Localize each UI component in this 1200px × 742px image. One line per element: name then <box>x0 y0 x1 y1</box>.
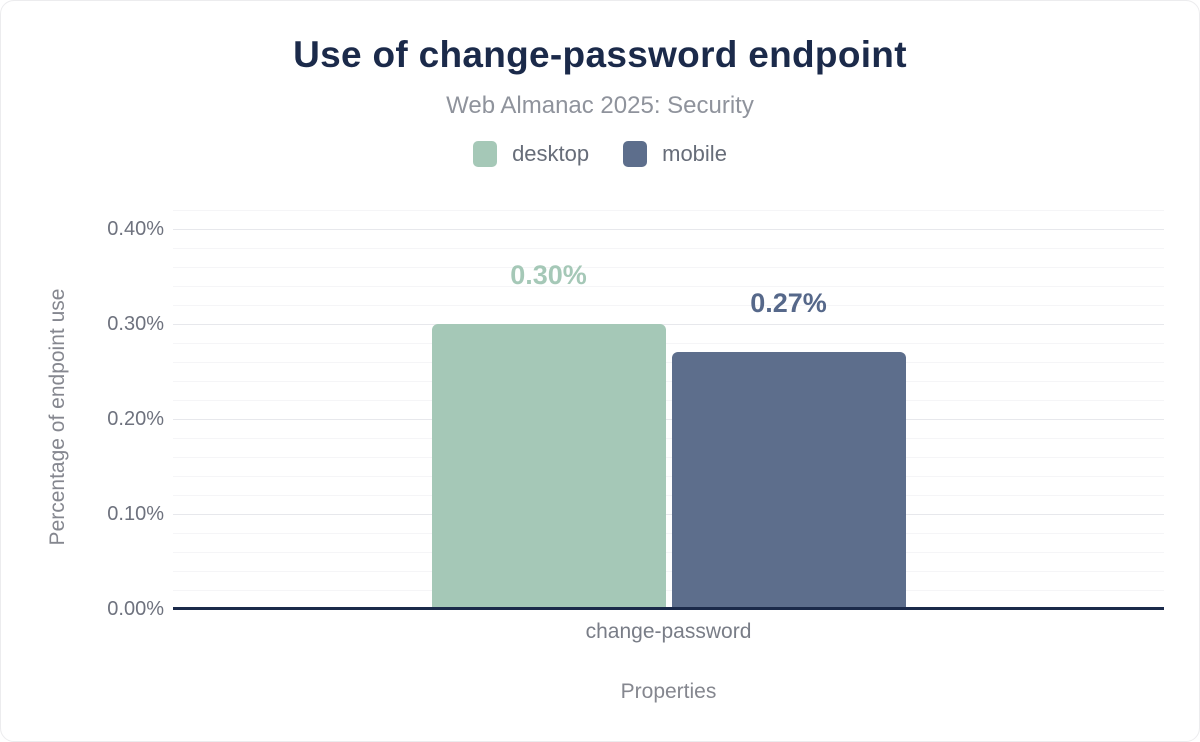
y-tick-label: 0.30% <box>107 313 164 335</box>
x-category-label: change-password <box>585 620 752 643</box>
x-axis-line <box>173 607 1164 610</box>
legend-label-desktop: desktop <box>512 141 590 166</box>
minor-gridline <box>173 457 1164 458</box>
bar-desktop[interactable] <box>431 324 666 609</box>
legend-swatch-desktop <box>473 141 498 167</box>
minor-gridline <box>173 590 1164 591</box>
major-gridline <box>173 419 1164 420</box>
bar-mobile[interactable] <box>671 352 906 609</box>
x-axis-title: Properties <box>620 680 717 703</box>
minor-gridline <box>173 438 1164 439</box>
minor-gridline <box>173 248 1164 249</box>
legend-item-mobile[interactable]: mobile <box>623 141 727 167</box>
bar-value-label-mobile: 0.27% <box>750 288 827 318</box>
minor-gridline <box>173 286 1164 287</box>
minor-gridline <box>173 571 1164 572</box>
bar-value-label-desktop: 0.30% <box>510 260 587 290</box>
minor-gridline <box>173 267 1164 268</box>
minor-gridline <box>173 552 1164 553</box>
major-gridline <box>173 324 1164 325</box>
minor-gridline <box>173 400 1164 401</box>
y-tick-label: 0.40% <box>107 218 164 240</box>
minor-gridline <box>173 533 1164 534</box>
minor-gridline <box>173 495 1164 496</box>
legend-item-desktop[interactable]: desktop <box>473 141 589 167</box>
minor-gridline <box>173 210 1164 211</box>
chart-subtitle: Web Almanac 2025: Security <box>446 92 754 119</box>
plot-area: 0.30% 0.27% <box>173 204 1164 610</box>
legend: desktop mobile <box>1 141 1199 167</box>
minor-gridline <box>173 362 1164 363</box>
minor-gridline <box>173 381 1164 382</box>
y-tick-label: 0.20% <box>107 408 164 430</box>
legend-swatch-mobile <box>623 141 648 167</box>
y-tick-label: 0.00% <box>107 598 164 620</box>
minor-gridline <box>173 305 1164 306</box>
minor-gridline <box>173 343 1164 344</box>
major-gridline <box>173 514 1164 515</box>
legend-label-mobile: mobile <box>662 141 727 166</box>
chart-title: Use of change-password endpoint <box>293 34 907 75</box>
y-tick-label: 0.10% <box>107 503 164 525</box>
minor-gridline <box>173 476 1164 477</box>
major-gridline <box>173 229 1164 230</box>
